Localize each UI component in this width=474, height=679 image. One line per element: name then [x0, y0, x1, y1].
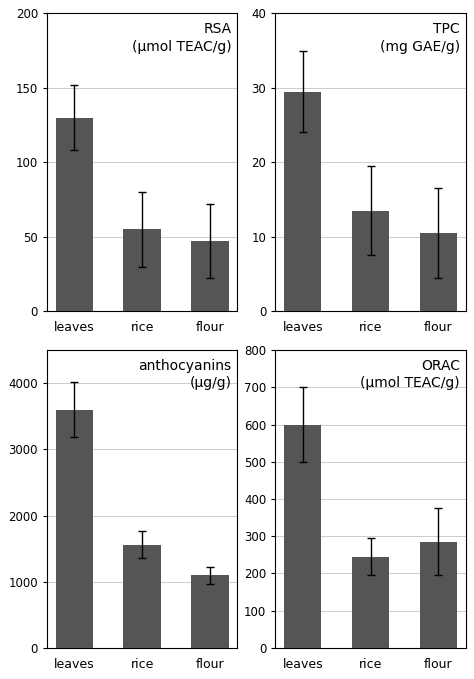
Bar	[284, 424, 321, 648]
Bar	[123, 230, 161, 311]
Bar	[55, 117, 93, 311]
Bar	[352, 210, 389, 311]
Bar	[284, 92, 321, 311]
Text: RSA
(μmol TEAC/g): RSA (μmol TEAC/g)	[132, 22, 231, 54]
Bar	[352, 557, 389, 648]
Bar	[191, 575, 228, 648]
Bar	[419, 542, 457, 648]
Text: anthocyanins
(μg/g): anthocyanins (μg/g)	[138, 359, 231, 390]
Bar	[191, 241, 228, 311]
Bar	[123, 545, 161, 648]
Bar	[419, 233, 457, 311]
Text: TPC
(mg GAE/g): TPC (mg GAE/g)	[380, 22, 460, 54]
Text: ORAC
(μmol TEAC/g): ORAC (μmol TEAC/g)	[360, 359, 460, 390]
Bar	[55, 409, 93, 648]
